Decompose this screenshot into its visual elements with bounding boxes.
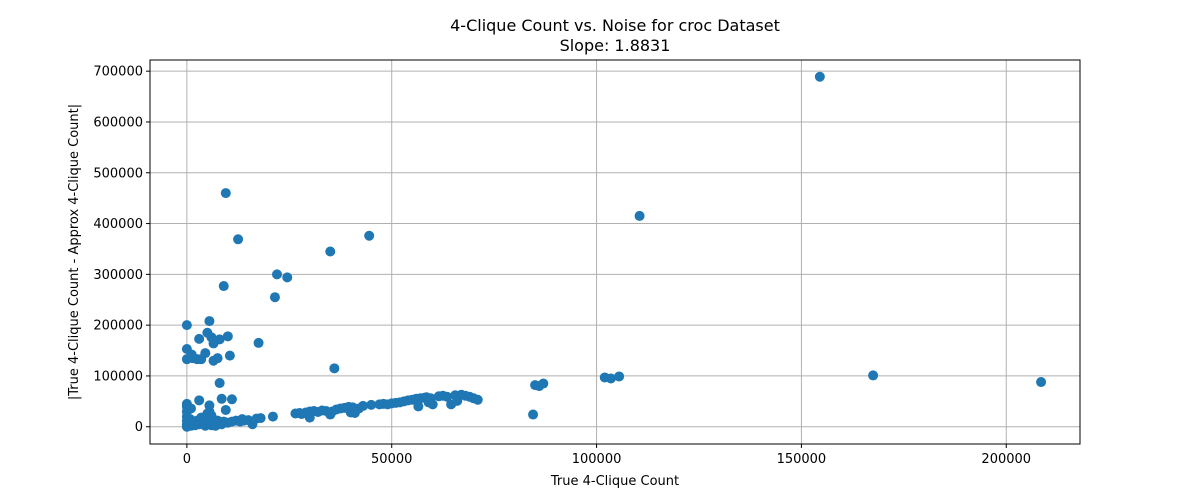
data-point: [442, 391, 453, 402]
data-point: [413, 401, 424, 412]
data-point: [224, 350, 235, 361]
x-tick-label: 100000: [572, 452, 622, 467]
plot-background: [150, 60, 1080, 444]
data-point: [427, 399, 438, 410]
y-tick-label: 0: [135, 420, 143, 435]
plot-frame: [149, 59, 1081, 445]
data-point: [214, 378, 225, 389]
chart-title: 4-Clique Count vs. Noise for croc Datase…: [450, 16, 780, 35]
data-point: [605, 373, 616, 384]
data-point: [358, 400, 369, 411]
data-point: [528, 409, 539, 420]
data-point: [194, 395, 205, 406]
data-point: [814, 71, 825, 82]
data-point: [329, 363, 340, 374]
data-point: [204, 316, 215, 327]
x-tick-label: 0: [183, 452, 191, 467]
y-tick-label: 400000: [93, 217, 143, 232]
y-axis-ticks: 0 100000 200000 300000 400000 500000 600000 700…: [93, 65, 150, 435]
x-tick-label: 50000: [371, 452, 412, 467]
y-tick-label: 300000: [93, 268, 143, 283]
x-axis-ticks: 0 50000 100000 150000 200000: [183, 444, 1031, 467]
data-point: [222, 331, 233, 342]
data-point: [200, 348, 211, 359]
data-point: [272, 269, 283, 280]
data-point: [366, 399, 377, 410]
data-point: [216, 393, 227, 404]
chart-subtitle: Slope: 1.8831: [560, 36, 671, 55]
data-point: [253, 337, 264, 348]
data-point: [226, 394, 237, 405]
y-tick-label: 100000: [93, 369, 143, 384]
data-point: [233, 234, 244, 245]
data-point: [214, 334, 225, 345]
x-tick-label: 200000: [981, 452, 1031, 467]
data-point: [614, 371, 625, 382]
data-point: [212, 353, 223, 364]
data-point: [185, 403, 196, 414]
data-point: [325, 246, 336, 257]
data-point: [1036, 377, 1047, 388]
x-tick-label: 150000: [777, 452, 827, 467]
grid-lines: [150, 60, 1080, 444]
data-point: [194, 333, 205, 344]
data-point: [255, 413, 266, 424]
data-point: [269, 292, 280, 303]
data-point: [267, 411, 278, 422]
data-point: [218, 281, 229, 292]
data-point: [282, 272, 293, 283]
data-point: [220, 188, 231, 199]
data-point: [868, 370, 879, 381]
x-axis-label: True 4-Clique Count: [550, 474, 679, 489]
data-point: [472, 394, 483, 405]
y-axis-label: |True 4-Clique Count - Approx 4-Clique C…: [67, 104, 82, 400]
data-points: [181, 71, 1047, 432]
y-tick-label: 700000: [93, 65, 143, 80]
y-tick-label: 200000: [93, 319, 143, 334]
y-tick-label: 500000: [93, 166, 143, 181]
y-tick-label: 600000: [93, 115, 143, 130]
data-point: [364, 230, 375, 241]
data-point: [538, 378, 549, 389]
data-point: [181, 320, 192, 331]
data-point: [220, 404, 231, 415]
data-point: [634, 210, 645, 221]
